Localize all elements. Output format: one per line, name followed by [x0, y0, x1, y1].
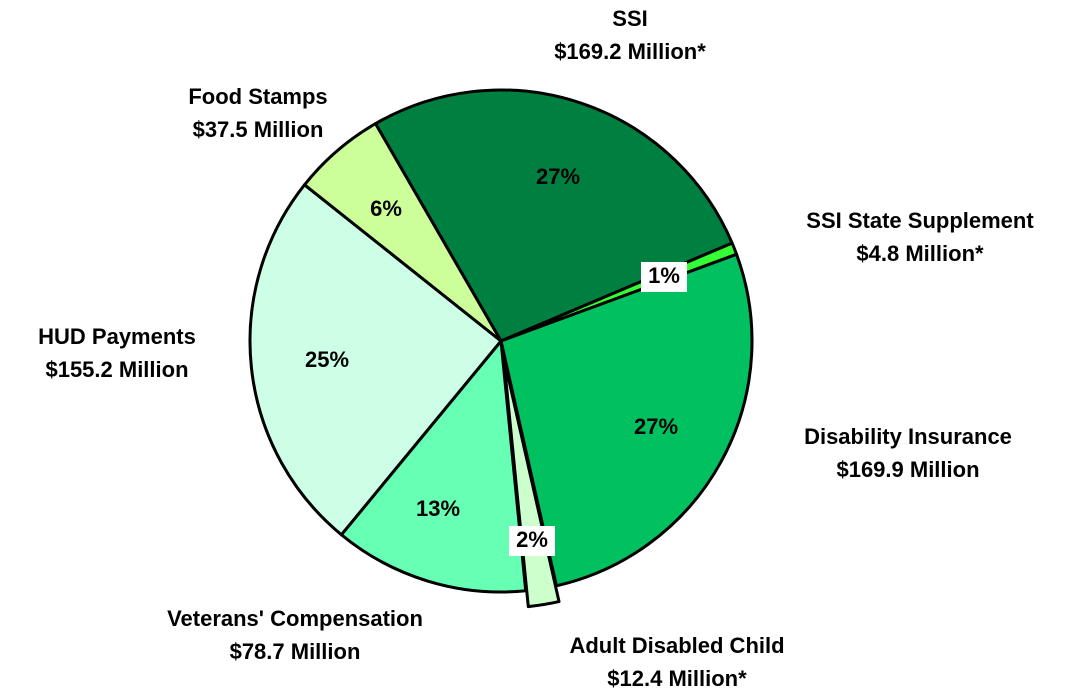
- percent-label: 25%: [305, 347, 349, 372]
- slice-amount: $12.4 Million*: [607, 666, 747, 691]
- slice-name: SSI: [612, 6, 647, 31]
- percent-label: 13%: [416, 496, 460, 521]
- slice-amount: $78.7 Million: [230, 639, 361, 664]
- slice-amount: $155.2 Million: [45, 357, 188, 382]
- slice-amount: $169.2 Million*: [554, 39, 706, 64]
- percent-label: 27%: [634, 414, 678, 439]
- slice-name: Disability Insurance: [804, 424, 1012, 449]
- slice-name: Food Stamps: [188, 84, 327, 109]
- percent-label: 2%: [516, 527, 548, 552]
- percent-label-box: [641, 262, 687, 292]
- percent-label: 27%: [536, 164, 580, 189]
- slice-name: SSI State Supplement: [806, 208, 1034, 233]
- slice-amount: $37.5 Million: [193, 117, 324, 142]
- slice-amount: $4.8 Million*: [856, 241, 984, 266]
- slice-name: Adult Disabled Child: [569, 633, 784, 658]
- pie-slice: [339, 339, 528, 594]
- pie-slice: [303, 122, 503, 343]
- slice-amount: $169.9 Million: [836, 457, 979, 482]
- percent-label: 1%: [648, 263, 680, 288]
- percent-label-box: [509, 526, 555, 556]
- pie-slice: [499, 252, 754, 588]
- pie-slice: [248, 183, 503, 537]
- slice-name: Veterans' Compensation: [167, 606, 423, 631]
- percent-label: 6%: [370, 196, 402, 221]
- slice-name: HUD Payments: [38, 324, 196, 349]
